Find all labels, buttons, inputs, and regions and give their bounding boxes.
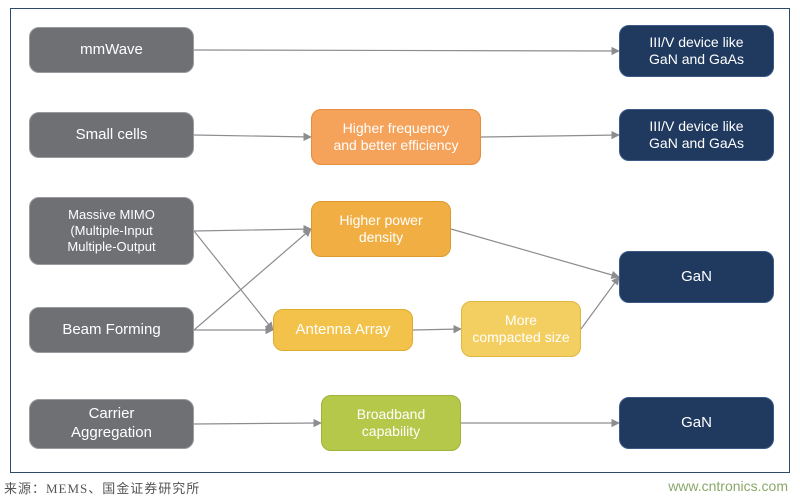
edge-compact-gan3 <box>581 277 619 329</box>
node-antenna: Antenna Array <box>273 309 413 351</box>
node-mmwave: mmWave <box>29 27 194 73</box>
edge-hpower-gan3 <box>451 229 619 277</box>
node-hfreq: Higher frequencyand better efficiency <box>311 109 481 165</box>
node-gan3: GaN <box>619 251 774 303</box>
node-hpower: Higher powerdensity <box>311 201 451 257</box>
node-beam: Beam Forming <box>29 307 194 353</box>
edge-antenna-compact <box>413 329 461 330</box>
node-gan2: III/V device likeGaN and GaAs <box>619 109 774 161</box>
edge-small-hfreq <box>194 135 311 137</box>
edge-carrier-broad <box>194 423 321 424</box>
node-small: Small cells <box>29 112 194 158</box>
node-gan4: GaN <box>619 397 774 449</box>
edge-hfreq-gan2 <box>481 135 619 137</box>
node-carrier: CarrierAggregation <box>29 399 194 449</box>
node-compact: Morecompacted size <box>461 301 581 357</box>
node-gan1: III/V device likeGaN and GaAs <box>619 25 774 77</box>
edge-mimo-antenna <box>194 231 273 330</box>
edge-mmwave-gan1 <box>194 50 619 51</box>
site-label: www.cntronics.com <box>668 478 788 494</box>
node-broad: Broadbandcapability <box>321 395 461 451</box>
source-label: 来源：MEMS、国金证券研究所 <box>4 478 200 497</box>
edge-mimo-hpower <box>194 229 311 231</box>
node-mimo: Massive MIMO(Multiple-InputMultiple-Outp… <box>29 197 194 265</box>
diagram-canvas: mmWave Small cells Massive MIMO(Multiple-I… <box>11 9 789 472</box>
